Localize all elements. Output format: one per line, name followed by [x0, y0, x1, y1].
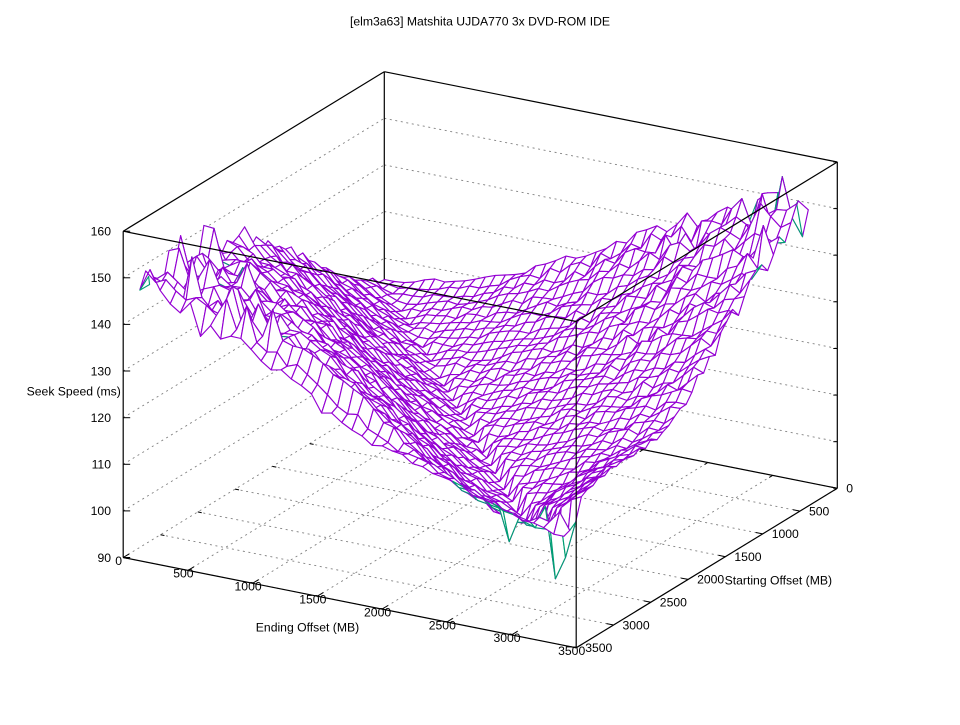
svg-text:3500: 3500: [558, 644, 585, 658]
svg-text:3500: 3500: [585, 641, 612, 655]
svg-text:1000: 1000: [235, 580, 262, 594]
svg-text:1500: 1500: [299, 593, 326, 607]
svg-text:1500: 1500: [734, 550, 761, 564]
svg-text:3000: 3000: [623, 618, 650, 632]
svg-text:[elm3a63] Matshita UJDA770 3x: [elm3a63] Matshita UJDA770 3x DVD-ROM ID…: [350, 15, 610, 29]
svg-text:150: 150: [91, 271, 112, 285]
svg-text:Starting Offset (MB): Starting Offset (MB): [725, 574, 832, 588]
svg-text:Seek Speed (ms): Seek Speed (ms): [27, 385, 121, 399]
svg-text:0: 0: [115, 554, 122, 568]
svg-text:160: 160: [91, 225, 112, 239]
svg-text:0: 0: [846, 482, 853, 496]
svg-text:2000: 2000: [364, 605, 391, 619]
svg-text:140: 140: [91, 318, 112, 332]
svg-text:2500: 2500: [660, 596, 687, 610]
svg-text:120: 120: [91, 411, 112, 425]
svg-text:100: 100: [91, 504, 112, 518]
svg-text:90: 90: [97, 551, 111, 565]
svg-text:500: 500: [809, 504, 830, 518]
svg-text:1000: 1000: [772, 527, 799, 541]
svg-text:2000: 2000: [697, 573, 724, 587]
svg-text:130: 130: [91, 364, 112, 378]
svg-text:500: 500: [173, 567, 194, 581]
svg-text:110: 110: [92, 458, 112, 472]
svg-text:3000: 3000: [493, 631, 520, 645]
svg-text:2500: 2500: [429, 618, 456, 632]
svg-text:Ending Offset (MB): Ending Offset (MB): [256, 620, 359, 634]
